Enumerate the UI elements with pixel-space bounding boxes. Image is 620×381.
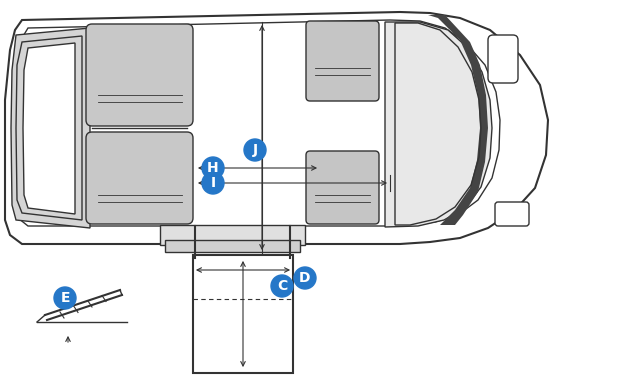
FancyBboxPatch shape [86,24,193,126]
Bar [165,240,300,252]
Polygon shape [385,22,492,227]
Circle shape [294,267,316,289]
Polygon shape [428,15,488,225]
Bar [160,225,305,245]
Circle shape [54,287,76,309]
Text: D: D [299,271,311,285]
FancyBboxPatch shape [306,151,379,224]
Circle shape [244,139,266,161]
FancyBboxPatch shape [495,202,529,226]
FancyBboxPatch shape [86,132,193,224]
Text: H: H [207,161,219,175]
Polygon shape [5,12,548,244]
Polygon shape [16,36,82,220]
Polygon shape [14,20,500,226]
Text: J: J [252,143,257,157]
FancyBboxPatch shape [488,35,518,83]
Polygon shape [11,28,90,228]
Text: C: C [277,279,287,293]
Circle shape [202,157,224,179]
Circle shape [271,275,293,297]
FancyBboxPatch shape [306,21,379,101]
Text: I: I [210,176,216,190]
Bar [193,255,293,373]
Polygon shape [23,43,75,214]
Text: E: E [60,291,69,305]
Circle shape [202,172,224,194]
